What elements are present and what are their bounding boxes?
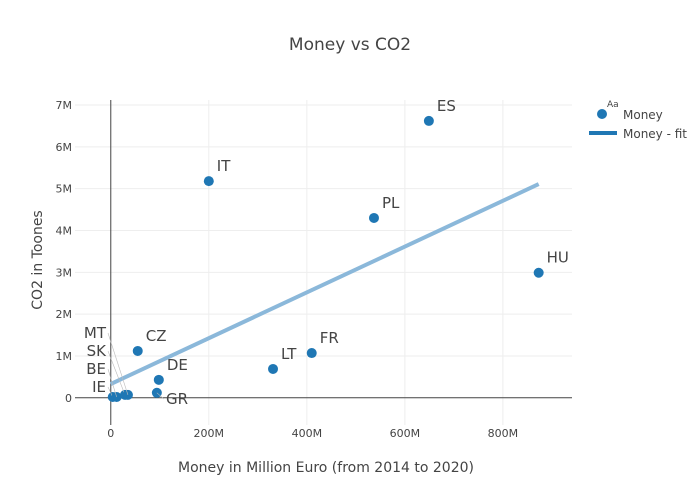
data-point-hu bbox=[533, 267, 544, 278]
x-tick-label: 400M bbox=[292, 427, 323, 440]
x-axis-label: Money in Million Euro (from 2014 to 2020… bbox=[178, 460, 474, 476]
data-label-leader-be bbox=[107, 368, 117, 398]
data-label-be: BE bbox=[86, 360, 106, 378]
data-label-mt: MT bbox=[84, 324, 107, 342]
legend-text-marker: Aa bbox=[607, 100, 619, 110]
data-point-fr bbox=[306, 348, 317, 359]
data-label-gr: GR bbox=[166, 390, 188, 408]
data-point-de bbox=[153, 374, 164, 385]
data-label-de: DE bbox=[167, 356, 188, 374]
y-axis-label: CO2 in Toones bbox=[30, 210, 46, 309]
y-tick-label: 1M bbox=[56, 350, 73, 363]
data-label-it: IT bbox=[217, 157, 231, 175]
x-tick-label: 800M bbox=[488, 427, 519, 440]
data-label-lt: LT bbox=[281, 345, 297, 363]
data-label-es: ES bbox=[437, 97, 456, 115]
x-tick-label: 200M bbox=[194, 427, 225, 440]
x-tick-label: 600M bbox=[390, 427, 421, 440]
data-label-cz: CZ bbox=[146, 327, 167, 345]
data-label-leader-sk bbox=[107, 350, 126, 395]
data-point-es bbox=[423, 115, 434, 126]
data-label-ie: IE bbox=[92, 378, 106, 396]
data-label-fr: FR bbox=[320, 329, 339, 347]
data-point-pl bbox=[368, 212, 379, 223]
x-tick-label: 0 bbox=[107, 427, 114, 440]
y-tick-label: 0 bbox=[65, 392, 72, 405]
data-label-leader-gr bbox=[156, 392, 165, 400]
y-tick-label: 7M bbox=[56, 99, 73, 112]
fit-line bbox=[109, 182, 540, 386]
y-tick-label: 5M bbox=[56, 183, 73, 196]
y-tick-label: 2M bbox=[56, 308, 73, 321]
legend-label-fit[interactable]: Money - fit bbox=[623, 127, 687, 141]
data-label-sk: SK bbox=[87, 342, 108, 360]
legend[interactable]: Aa Money Money - fit bbox=[589, 100, 687, 141]
data-point-cz bbox=[132, 345, 143, 356]
y-tick-label: 4M bbox=[56, 225, 73, 238]
data-label-pl: PL bbox=[382, 194, 400, 212]
y-tick-label: 3M bbox=[56, 266, 73, 279]
data-point-lt bbox=[268, 363, 279, 374]
data-point-it bbox=[203, 176, 214, 187]
data-label-leader-mt bbox=[107, 332, 129, 395]
legend-label-money[interactable]: Money bbox=[623, 108, 663, 122]
chart-title: Money vs CO2 bbox=[289, 35, 411, 55]
legend-marker-money bbox=[597, 109, 607, 119]
y-tick-label: 6M bbox=[56, 141, 73, 154]
data-label-hu: HU bbox=[547, 249, 569, 267]
